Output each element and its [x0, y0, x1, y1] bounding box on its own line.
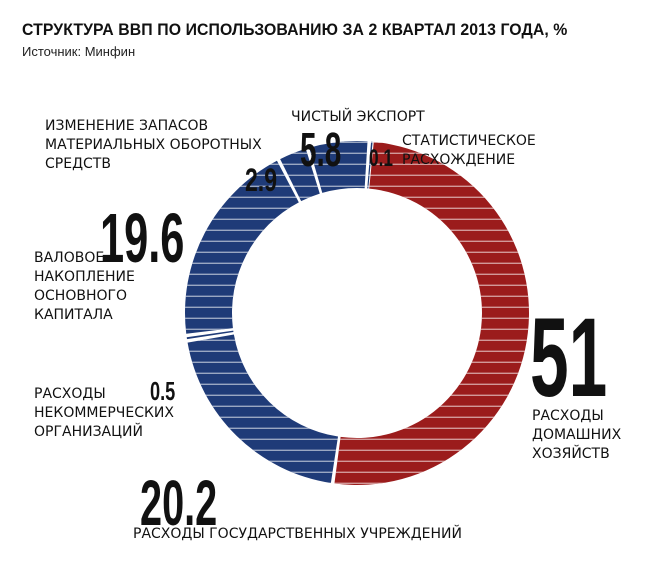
category-label-2-2: ОРГАНИЗАЦИЙ: [34, 422, 143, 440]
category-label-4-1: МАТЕРИАЛЬНЫХ ОБОРОТНЫХ: [45, 137, 262, 153]
category-label-3-1: НАКОПЛЕНИЕ: [34, 269, 135, 285]
category-label-6-0: СТАТИСТИЧЕСКОЕ: [402, 133, 536, 149]
value-label-2: 0.5: [150, 377, 175, 406]
slice-stripes-0: [334, 141, 530, 486]
category-label-4-0: ИЗМЕНЕНИЕ ЗАПАСОВ: [45, 118, 208, 134]
chart-source: Источник: Минфин: [22, 44, 136, 59]
category-label-0-2: ХОЗЯЙСТВ: [532, 444, 610, 462]
category-label-3-2: ОСНОВНОГО: [34, 288, 127, 304]
category-label-1-0: РАСХОДЫ ГОСУДАРСТВЕННЫХ УЧРЕЖДЕНИЙ: [133, 524, 462, 542]
category-label-5-0: ЧИСТЫЙ ЭКСПОРТ: [291, 107, 425, 125]
slice-stripes-5: [309, 141, 368, 193]
category-label-4-2: СРЕДСТВ: [45, 156, 111, 172]
value-label-6: 0.1: [369, 145, 393, 171]
category-label-3-0: ВАЛОВОЕ: [34, 250, 104, 266]
value-label-4: 2.9: [245, 162, 277, 198]
category-label-6-1: РАСХОЖДЕНИЕ: [402, 152, 515, 168]
category-label-0-1: ДОМАШНИХ: [532, 427, 622, 443]
slice-stripes-2: [186, 330, 234, 340]
value-label-3: 19.6: [100, 199, 184, 277]
category-label-3-3: КАПИТАЛА: [34, 307, 113, 323]
slice-stripes-4: [280, 148, 320, 202]
value-label-1: 20.2: [140, 469, 217, 540]
value-label-5: 5.8: [300, 124, 341, 177]
slice-stripes-3: [185, 160, 299, 334]
chart-title: СТРУКТУРА ВВП ПО ИСПОЛЬЗОВАНИЮ ЗА 2 КВАР…: [22, 20, 568, 39]
category-label-2-1: НЕКОММЕРЧЕСКИХ: [34, 405, 174, 421]
slice-stripes-6: [367, 141, 373, 189]
category-label-0-0: РАСХОДЫ: [532, 408, 604, 424]
slice-stripes-1: [187, 334, 339, 484]
category-label-2-0: РАСХОДЫ: [34, 386, 106, 402]
value-label-0: 51: [530, 295, 607, 420]
